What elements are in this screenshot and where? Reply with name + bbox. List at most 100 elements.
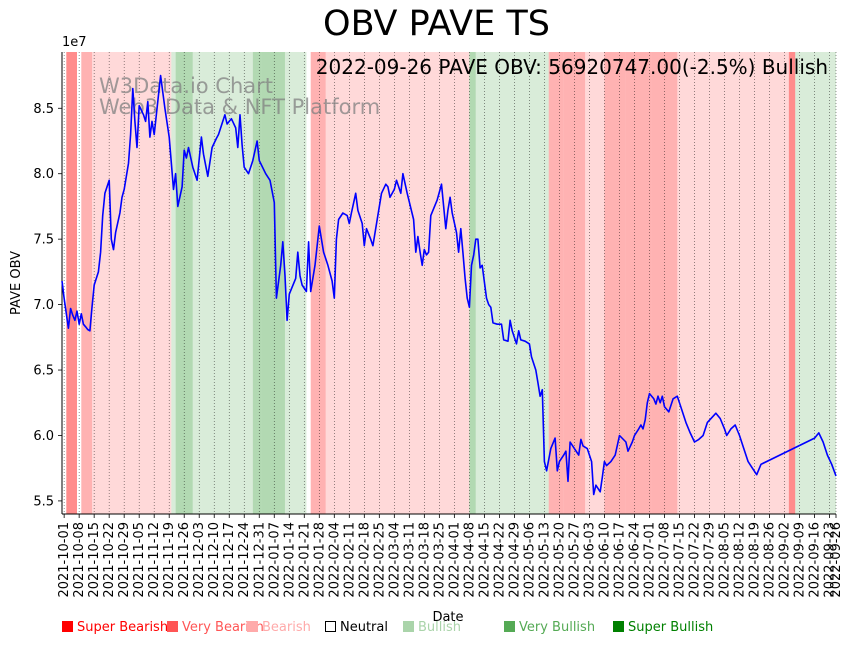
x-tick-label: 2022-03-11 — [402, 522, 417, 598]
y-tick-label: 6.5 — [33, 364, 54, 379]
sentiment-band — [469, 52, 476, 514]
y-tick-label: 8.5 — [33, 102, 54, 117]
y-tick-label: 7.5 — [33, 233, 54, 248]
sentiment-band — [252, 52, 262, 514]
x-tick-label: 2021-10-22 — [102, 522, 117, 598]
x-tick-label: 2022-04-22 — [492, 522, 507, 598]
x-tick-label: 2021-11-05 — [132, 522, 147, 598]
legend-item-bearish: Bearish — [247, 620, 311, 635]
x-tick-label: 2022-06-10 — [597, 522, 612, 598]
x-tick-label: 2021-12-17 — [222, 522, 237, 598]
sentiment-band — [694, 52, 789, 514]
sentiment-band — [66, 52, 78, 514]
chart-title: OBV PAVE TS — [323, 4, 550, 44]
x-tick-label: 2021-10-29 — [117, 522, 132, 598]
sentiment-band — [788, 52, 796, 514]
legend-item-bullish: Bullish — [403, 620, 461, 635]
x-tick-label: 2022-07-08 — [657, 522, 672, 598]
latest-value-annotation: 2022-09-26 PAVE OBV: 56920747.00(-2.5%) … — [316, 55, 828, 79]
x-tick-label: 2021-10-01 — [57, 522, 72, 598]
x-tick-label: 2022-02-18 — [357, 522, 372, 598]
x-tick-label: 2022-09-16 — [808, 522, 823, 598]
x-tick-label: 2022-04-15 — [477, 522, 492, 598]
legend-item-super-bearish: Super Bearish — [62, 620, 168, 635]
x-tick-label: 2022-05-13 — [537, 522, 552, 598]
x-tick-label: 2022-05-06 — [522, 522, 537, 598]
legend-label: Very Bullish — [519, 620, 596, 635]
legend: Super Bearish Very Bearish Bearish Neutr… — [62, 620, 852, 640]
sentiment-band — [345, 52, 470, 514]
x-tick-label: 2022-08-26 — [763, 522, 778, 598]
legend-label: Super Bearish — [77, 620, 169, 635]
y-scale-label: 1e7 — [62, 35, 87, 50]
x-tick-label: 2022-02-25 — [372, 522, 387, 598]
y-tick-label: 7.0 — [33, 298, 54, 313]
x-tick-label: 2022-06-03 — [582, 522, 597, 598]
legend-label: Bullish — [418, 620, 462, 635]
sentiment-band — [625, 52, 652, 514]
legend-item-super-bullish: Super Bullish — [613, 620, 713, 635]
x-tick-label: 2021-12-03 — [192, 522, 207, 598]
x-tick-label: 2022-01-07 — [267, 522, 282, 598]
legend-swatch — [325, 621, 336, 632]
sentiment-band — [548, 52, 564, 514]
legend-item-very-bearish: Very Bearish — [167, 620, 264, 635]
sentiment-band — [677, 52, 695, 514]
x-tick-label: 2022-08-05 — [718, 522, 733, 598]
legend-label: Neutral — [340, 620, 388, 635]
sentiment-band — [475, 52, 549, 514]
x-tick-label: 2021-10-15 — [87, 522, 102, 598]
x-tick-label: 2021-11-12 — [147, 522, 162, 598]
x-tick-label: 2021-10-08 — [72, 522, 87, 598]
y-tick-label: 5.5 — [33, 494, 54, 509]
watermark-line-1: W3Data.io Chart — [99, 74, 273, 98]
x-tick-label: 2022-08-12 — [733, 522, 748, 598]
sentiment-band — [585, 52, 605, 514]
legend-swatch — [504, 621, 515, 632]
sentiment-band — [81, 52, 93, 514]
legend-swatch — [403, 621, 414, 632]
legend-swatch — [62, 621, 73, 632]
x-tick-label: 2022-09-09 — [793, 522, 808, 598]
y-tick-label: 8.0 — [33, 167, 54, 182]
x-tick-label: 2022-01-21 — [297, 522, 312, 598]
x-tick-label: 2022-04-01 — [447, 522, 462, 598]
x-tick-label: 2022-07-01 — [642, 522, 657, 598]
legend-swatch — [167, 621, 178, 632]
y-tick-label: 6.0 — [33, 429, 54, 444]
sentiment-band — [192, 52, 202, 514]
x-axis-label: Date — [432, 610, 463, 625]
x-tick-label: 2022-06-24 — [627, 522, 642, 598]
x-tick-label: 2022-01-14 — [282, 522, 297, 598]
x-tick-label: 2022-07-22 — [687, 522, 702, 598]
x-tick-label: 2022-02-04 — [327, 522, 342, 598]
x-tick-label: 2021-12-24 — [237, 522, 252, 598]
y-axis-label: PAVE OBV — [9, 251, 24, 315]
legend-swatch — [613, 621, 624, 632]
x-tick-label: 2022-09-26 — [829, 522, 844, 598]
x-tick-label: 2022-03-25 — [432, 522, 447, 598]
legend-label: Super Bullish — [628, 620, 714, 635]
x-tick-label: 2022-01-28 — [312, 522, 327, 598]
legend-item-neutral: Neutral — [325, 620, 388, 635]
x-tick-label: 2021-11-26 — [177, 522, 192, 598]
x-tick-label: 2022-05-27 — [567, 522, 582, 598]
sentiment-band — [284, 52, 307, 514]
x-tick-label: 2022-04-08 — [462, 522, 477, 598]
x-tick-label: 2022-03-04 — [387, 522, 402, 598]
x-tick-label: 2021-12-10 — [207, 522, 222, 598]
x-tick-label: 2022-07-29 — [703, 522, 718, 598]
x-tick-label: 2022-06-17 — [612, 522, 627, 598]
x-tick-label: 2021-12-31 — [252, 522, 267, 598]
x-tick-label: 2022-09-02 — [778, 522, 793, 598]
legend-label: Very Bearish — [182, 620, 264, 635]
x-tick-label: 2022-08-19 — [748, 522, 763, 598]
x-tick-label: 2022-09-23 — [823, 522, 838, 598]
sentiment-band — [92, 52, 172, 514]
legend-swatch — [247, 621, 258, 632]
legend-label: Bearish — [262, 620, 311, 635]
sentiment-band — [310, 52, 326, 514]
obv-series-line — [61, 74, 837, 496]
x-tick-label: 2022-04-29 — [507, 522, 522, 598]
